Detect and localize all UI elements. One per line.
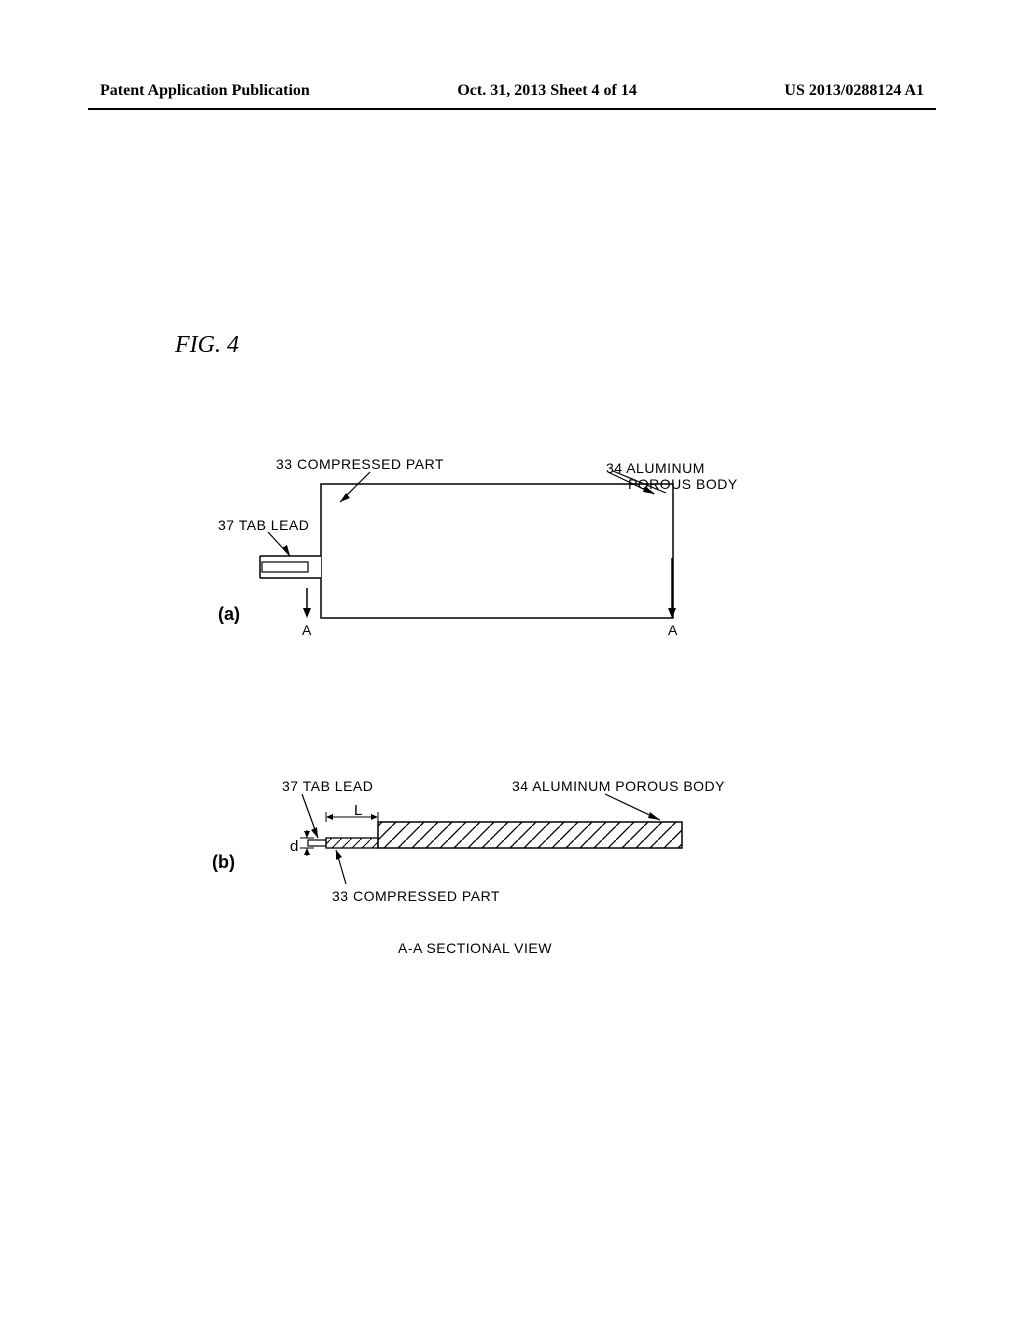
diagram-b-svg bbox=[0, 0, 1024, 1000]
